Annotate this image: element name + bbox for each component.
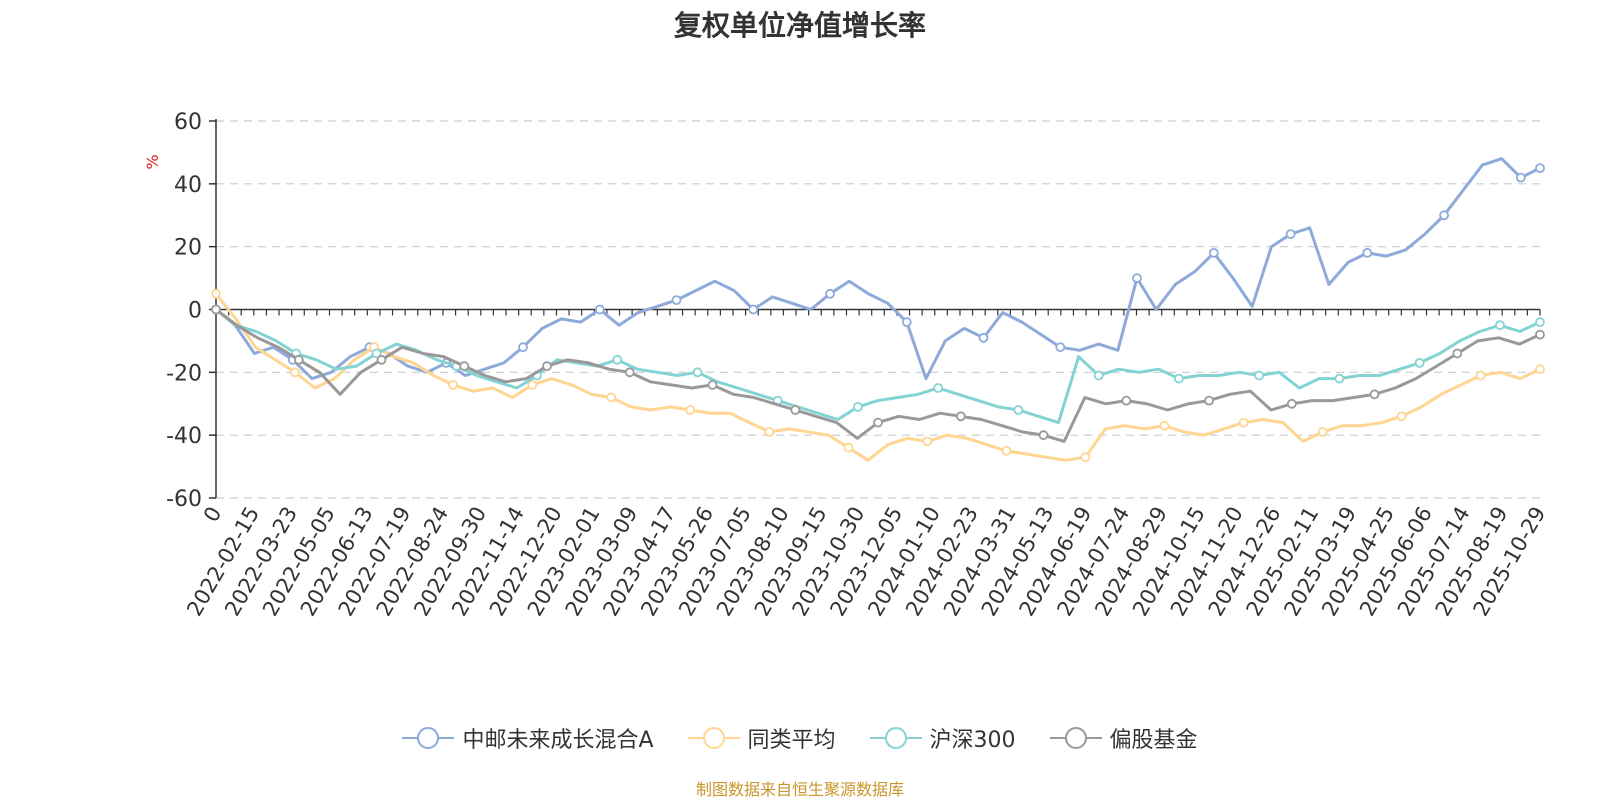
- data-point: [825, 288, 835, 299]
- legend-marker-icon: [402, 727, 455, 749]
- data-point: [707, 379, 718, 390]
- y-tick-label: -60: [166, 487, 202, 512]
- data-point: [933, 383, 944, 393]
- data-point: [1515, 172, 1526, 183]
- data-point: [1238, 417, 1249, 428]
- y-tick-label: 40: [174, 173, 202, 198]
- line-chart: 6040200-20-40-6002022-02-152022-03-23202…: [143, 110, 1550, 620]
- series-1: [211, 288, 1545, 463]
- data-point: [1055, 342, 1066, 353]
- x-tick-label: 0: [199, 503, 226, 527]
- chart-legend: 中邮未来成长混合A 同类平均 沪深300 偏股基金: [0, 722, 1600, 754]
- data-point: [1208, 247, 1219, 258]
- data-point: [1317, 427, 1328, 437]
- data-point: [1535, 163, 1545, 174]
- data-point: [612, 354, 623, 365]
- data-point: [542, 361, 552, 372]
- data-point: [1038, 430, 1049, 441]
- series-layer: [211, 157, 1545, 463]
- data-point: [1093, 370, 1104, 381]
- data-point: [594, 304, 605, 315]
- legend-label: 中邮未来成长混合A: [462, 728, 654, 753]
- data-point: [1174, 373, 1184, 384]
- data-point: [448, 379, 459, 390]
- legend-label: 偏股基金: [1109, 728, 1198, 753]
- legend-marker-icon: [687, 727, 740, 749]
- data-point: [1475, 370, 1486, 381]
- data-point: [1121, 395, 1132, 406]
- data-point: [922, 436, 933, 447]
- source-note: 制图数据来自恒生聚源数据库: [695, 780, 904, 799]
- data-point: [873, 417, 883, 428]
- grid-layer: [216, 120, 1540, 499]
- data-point: [1254, 370, 1265, 381]
- data-point: [1334, 373, 1345, 384]
- data-point: [671, 295, 682, 306]
- data-point: [371, 348, 382, 359]
- data-point: [1396, 411, 1407, 422]
- data-point: [376, 354, 387, 365]
- y-tick-label: 20: [174, 236, 202, 261]
- data-point: [1495, 320, 1505, 331]
- data-point: [853, 401, 863, 412]
- data-point: [211, 304, 221, 315]
- data-point: [692, 367, 703, 378]
- legend-label: 沪深300: [929, 728, 1016, 753]
- data-point: [901, 317, 912, 328]
- data-point: [293, 354, 304, 365]
- data-point: [459, 361, 470, 372]
- data-point: [843, 442, 854, 453]
- data-point: [1159, 420, 1170, 431]
- chart-title: 复权单位净值增长率: [673, 9, 926, 42]
- data-point: [955, 411, 966, 422]
- data-point: [1013, 405, 1024, 415]
- data-point: [1286, 398, 1297, 409]
- data-point: [624, 367, 635, 378]
- data-point: [764, 427, 775, 437]
- y-tick-label: -40: [166, 424, 202, 449]
- data-point: [1452, 348, 1463, 359]
- data-point: [1001, 445, 1012, 456]
- legend-marker-icon: [1049, 727, 1102, 749]
- data-point: [1362, 247, 1373, 258]
- data-point: [1439, 210, 1449, 221]
- data-point: [290, 367, 300, 378]
- data-point: [748, 304, 759, 315]
- series-line: [214, 157, 1542, 381]
- data-point: [1285, 229, 1296, 240]
- y-tick-label: -20: [166, 361, 202, 386]
- data-point: [1535, 364, 1545, 375]
- legend-label: 同类平均: [747, 728, 836, 753]
- legend-item[interactable]: 同类平均: [687, 722, 836, 754]
- legend-item[interactable]: 中邮未来成长混合A: [402, 722, 654, 754]
- y-axis-label: %: [143, 154, 162, 169]
- data-point: [1080, 452, 1091, 463]
- series-line: [214, 308, 1542, 425]
- data-point: [1204, 395, 1214, 406]
- data-point: [1414, 357, 1425, 368]
- legend-item[interactable]: 沪深300: [869, 722, 1016, 754]
- data-point: [211, 288, 221, 299]
- legend-item[interactable]: 偏股基金: [1049, 722, 1198, 754]
- series-0: [211, 157, 1545, 381]
- legend-marker-icon: [869, 727, 922, 749]
- data-point: [1535, 329, 1545, 340]
- data-point: [1535, 317, 1545, 328]
- series-2: [211, 304, 1545, 425]
- data-point: [527, 379, 538, 390]
- series-3: [211, 304, 1545, 443]
- data-point: [606, 392, 617, 403]
- data-point: [978, 332, 989, 343]
- data-point: [685, 405, 696, 415]
- data-point: [1132, 273, 1142, 284]
- data-point: [790, 405, 801, 415]
- y-tick-label: 60: [174, 110, 202, 135]
- data-point: [518, 342, 528, 353]
- data-point: [1369, 389, 1380, 400]
- y-tick-label: 0: [188, 299, 202, 324]
